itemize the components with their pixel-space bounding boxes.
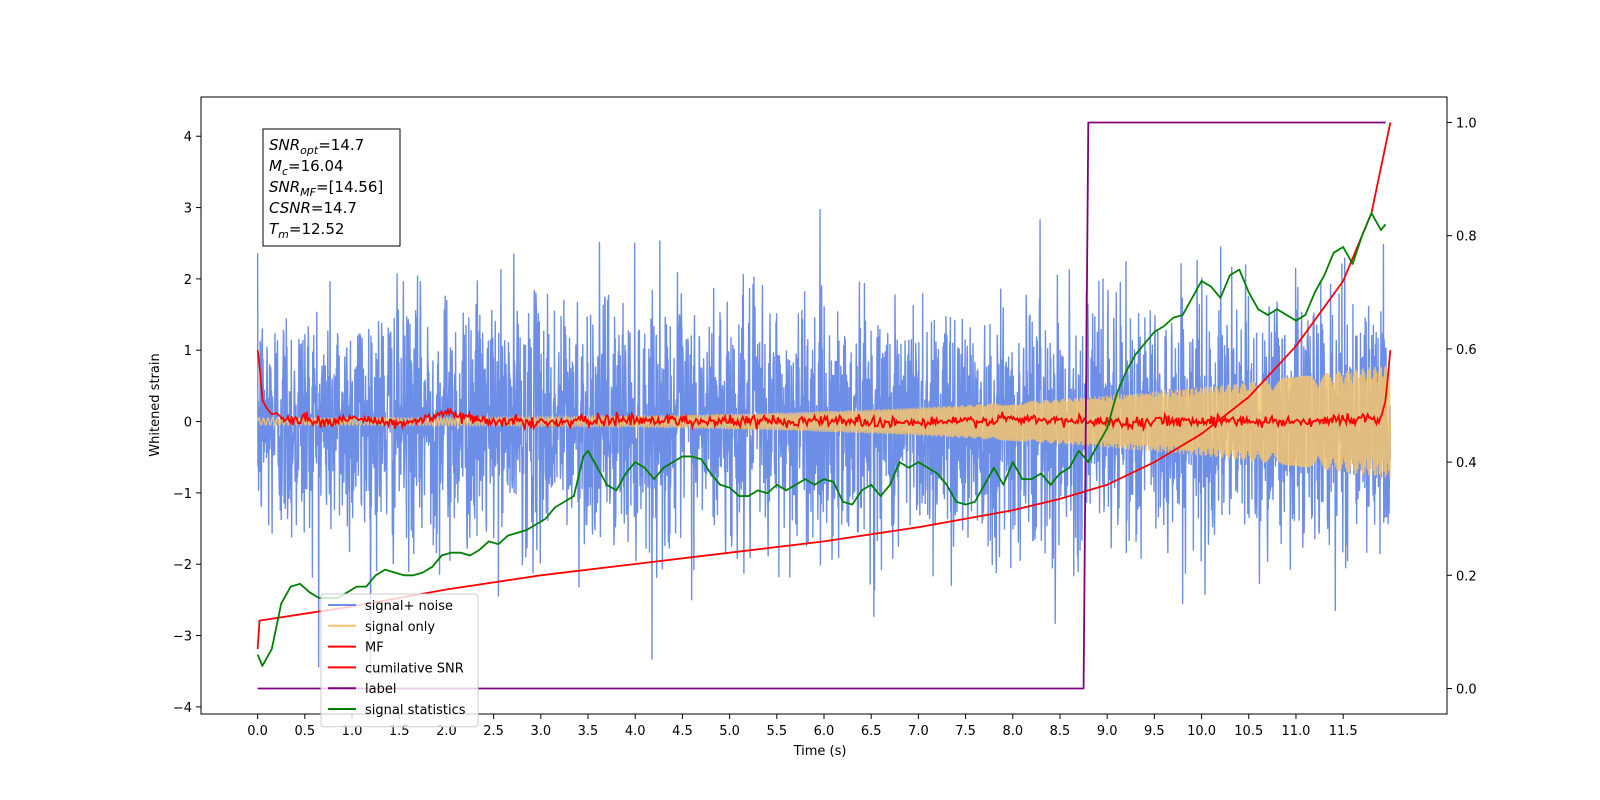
series-signal-statistics [256,212,1387,667]
y-tick-label: 2 [184,273,192,288]
x-tick-label: 9.0 [1097,724,1118,739]
x-tick-label: 4.0 [625,724,646,739]
y2-tick-label: 0.2 [1456,569,1477,584]
x-tick-label: 8.0 [1002,724,1023,739]
y2-tick-label: 0.0 [1456,683,1477,698]
y-tick-label: −4 [173,701,192,716]
legend-label: MF [365,641,384,656]
y2-tick-label: 0.4 [1456,456,1477,471]
x-tick-label: 1.5 [389,724,410,739]
legend-label: signal statistics [365,703,466,718]
annotation-line: Mc=16.04 [269,157,344,178]
y-tick-label: 3 [184,202,192,217]
legend-box [320,593,479,728]
series-signal-noise [256,208,1392,677]
x-tick-label: 11.5 [1329,724,1358,739]
x-tick-label: 2.0 [436,724,457,739]
x-tick-label: 4.5 [672,724,693,739]
legend-label: label [365,682,396,697]
x-tick-label: 5.0 [719,724,740,739]
annotation-line: SNRopt=14.7 [269,136,364,157]
x-tick-label: 6.5 [861,724,882,739]
legend-label: signal only [365,620,435,635]
x-tick-label: 2.5 [483,724,504,739]
x-tick-label: 5.5 [766,724,787,739]
series-mf [256,350,1392,433]
x-tick-label: 9.5 [1144,724,1165,739]
x-tick-label: 1.0 [342,724,363,739]
x-tick-label: 0.5 [294,724,315,739]
x-tick-label: 7.5 [955,724,976,739]
annotation-line: Tm=12.52 [269,220,344,241]
x-tick-label: 10.5 [1234,724,1263,739]
y2-tick-label: 1.0 [1456,116,1477,131]
x-tick-label: 3.0 [530,724,551,739]
y-tick-label: −2 [173,558,192,573]
y-tick-label: 1 [184,344,192,359]
y-tick-label: 4 [184,130,192,145]
y-tick-label: −1 [173,487,192,502]
x-tick-label: 10.0 [1187,724,1216,739]
legend-label: cumilative SNR [365,661,464,676]
series-label [257,121,1386,690]
x-tick-label: 0.0 [247,724,268,739]
x-tick-label: 7.0 [908,724,929,739]
y2-tick-label: 0.6 [1456,343,1477,358]
x-tick-label: 8.5 [1050,724,1071,739]
y-axis-label: Whitened strain [148,353,163,456]
x-tick-label: 6.0 [814,724,835,739]
x-tick-label: 3.5 [578,724,599,739]
stats-annotation-box [262,128,401,247]
x-tick-label: 11.0 [1281,724,1310,739]
series-cumilative-snr [256,122,1392,649]
y-tick-label: 0 [184,416,192,431]
y-tick-label: −3 [173,630,192,645]
x-axis-label: Time (s) [793,744,847,759]
annotation-line: SNRMF=[14.56] [269,178,383,199]
y2-tick-label: 0.8 [1456,230,1477,245]
annotation-line: CSNR=14.7 [269,199,357,217]
legend-label: signal+ noise [365,599,453,614]
